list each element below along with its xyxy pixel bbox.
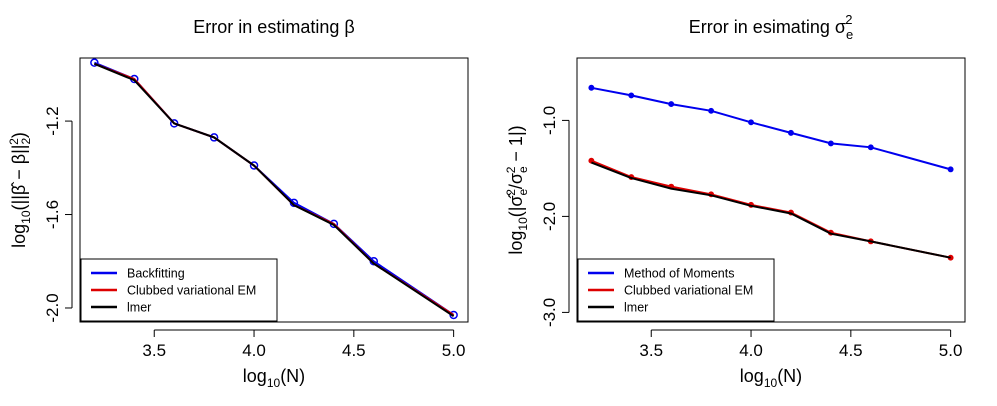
data-point [867,144,874,151]
y-tick-label: -1.2 [43,106,62,135]
chart-panel-2: Error in esimating σe2 3.5 4.0 4.5 5.0 log10(… [504,12,966,390]
plot-frame [576,57,966,323]
data-point [788,129,794,136]
x-tick-label: 4.0 [739,341,763,360]
x-tick-label: 4.5 [342,341,366,360]
x-tick-label: 4.0 [242,341,266,360]
data-point [628,92,635,99]
chart-title: Error in estimating β [193,17,354,37]
series-line-2 [94,62,455,318]
legend-label: Method of Moments [624,267,734,281]
x-tick-label: 3.5 [142,341,166,360]
data-point [708,107,715,114]
legend-label: Clubbed variational EM [624,284,753,298]
legend-label: lmer [127,301,151,315]
y-tick-label: -3.0 [540,298,559,327]
x-axis-label: log10(N) [243,366,305,390]
data-point [588,84,595,91]
data-point [249,161,259,170]
series-line-2 [591,161,951,259]
x-tick-label: 5.0 [939,341,963,360]
data-point [947,166,954,173]
x-tick-label: 4.5 [839,341,863,360]
x-axis-label: log10(N) [740,366,802,390]
data-point [90,58,99,67]
x-tick-label: 5.0 [442,341,466,360]
legend-label: Backfitting [127,267,185,281]
data-point [209,133,219,142]
x-tick-label: 3.5 [639,341,663,360]
chart-panel-1: Error in estimating β 3.5 4.0 4.5 5.0 log10(N… [7,17,469,390]
y-axis-label: log10(||β̂ − β||22) [7,132,33,248]
y-tick-label: -2.0 [43,293,62,322]
y-tick-label: -1.6 [43,200,62,229]
data-point [827,140,834,147]
data-point [169,119,179,128]
legend-label: Clubbed variational EM [127,284,256,298]
y-tick-label: -1.0 [540,106,559,135]
data-point [668,101,675,108]
plot-frame [79,57,469,323]
series-line-0 [591,86,951,171]
y-tick-label: -2.0 [540,202,559,231]
chart-title: Error in esimating σe2 [689,12,853,42]
y-axis-label: log10(|σ̂e2/σe2 − 1|) [504,125,530,254]
data-point [748,119,754,126]
legend-label: lmer [624,301,648,315]
